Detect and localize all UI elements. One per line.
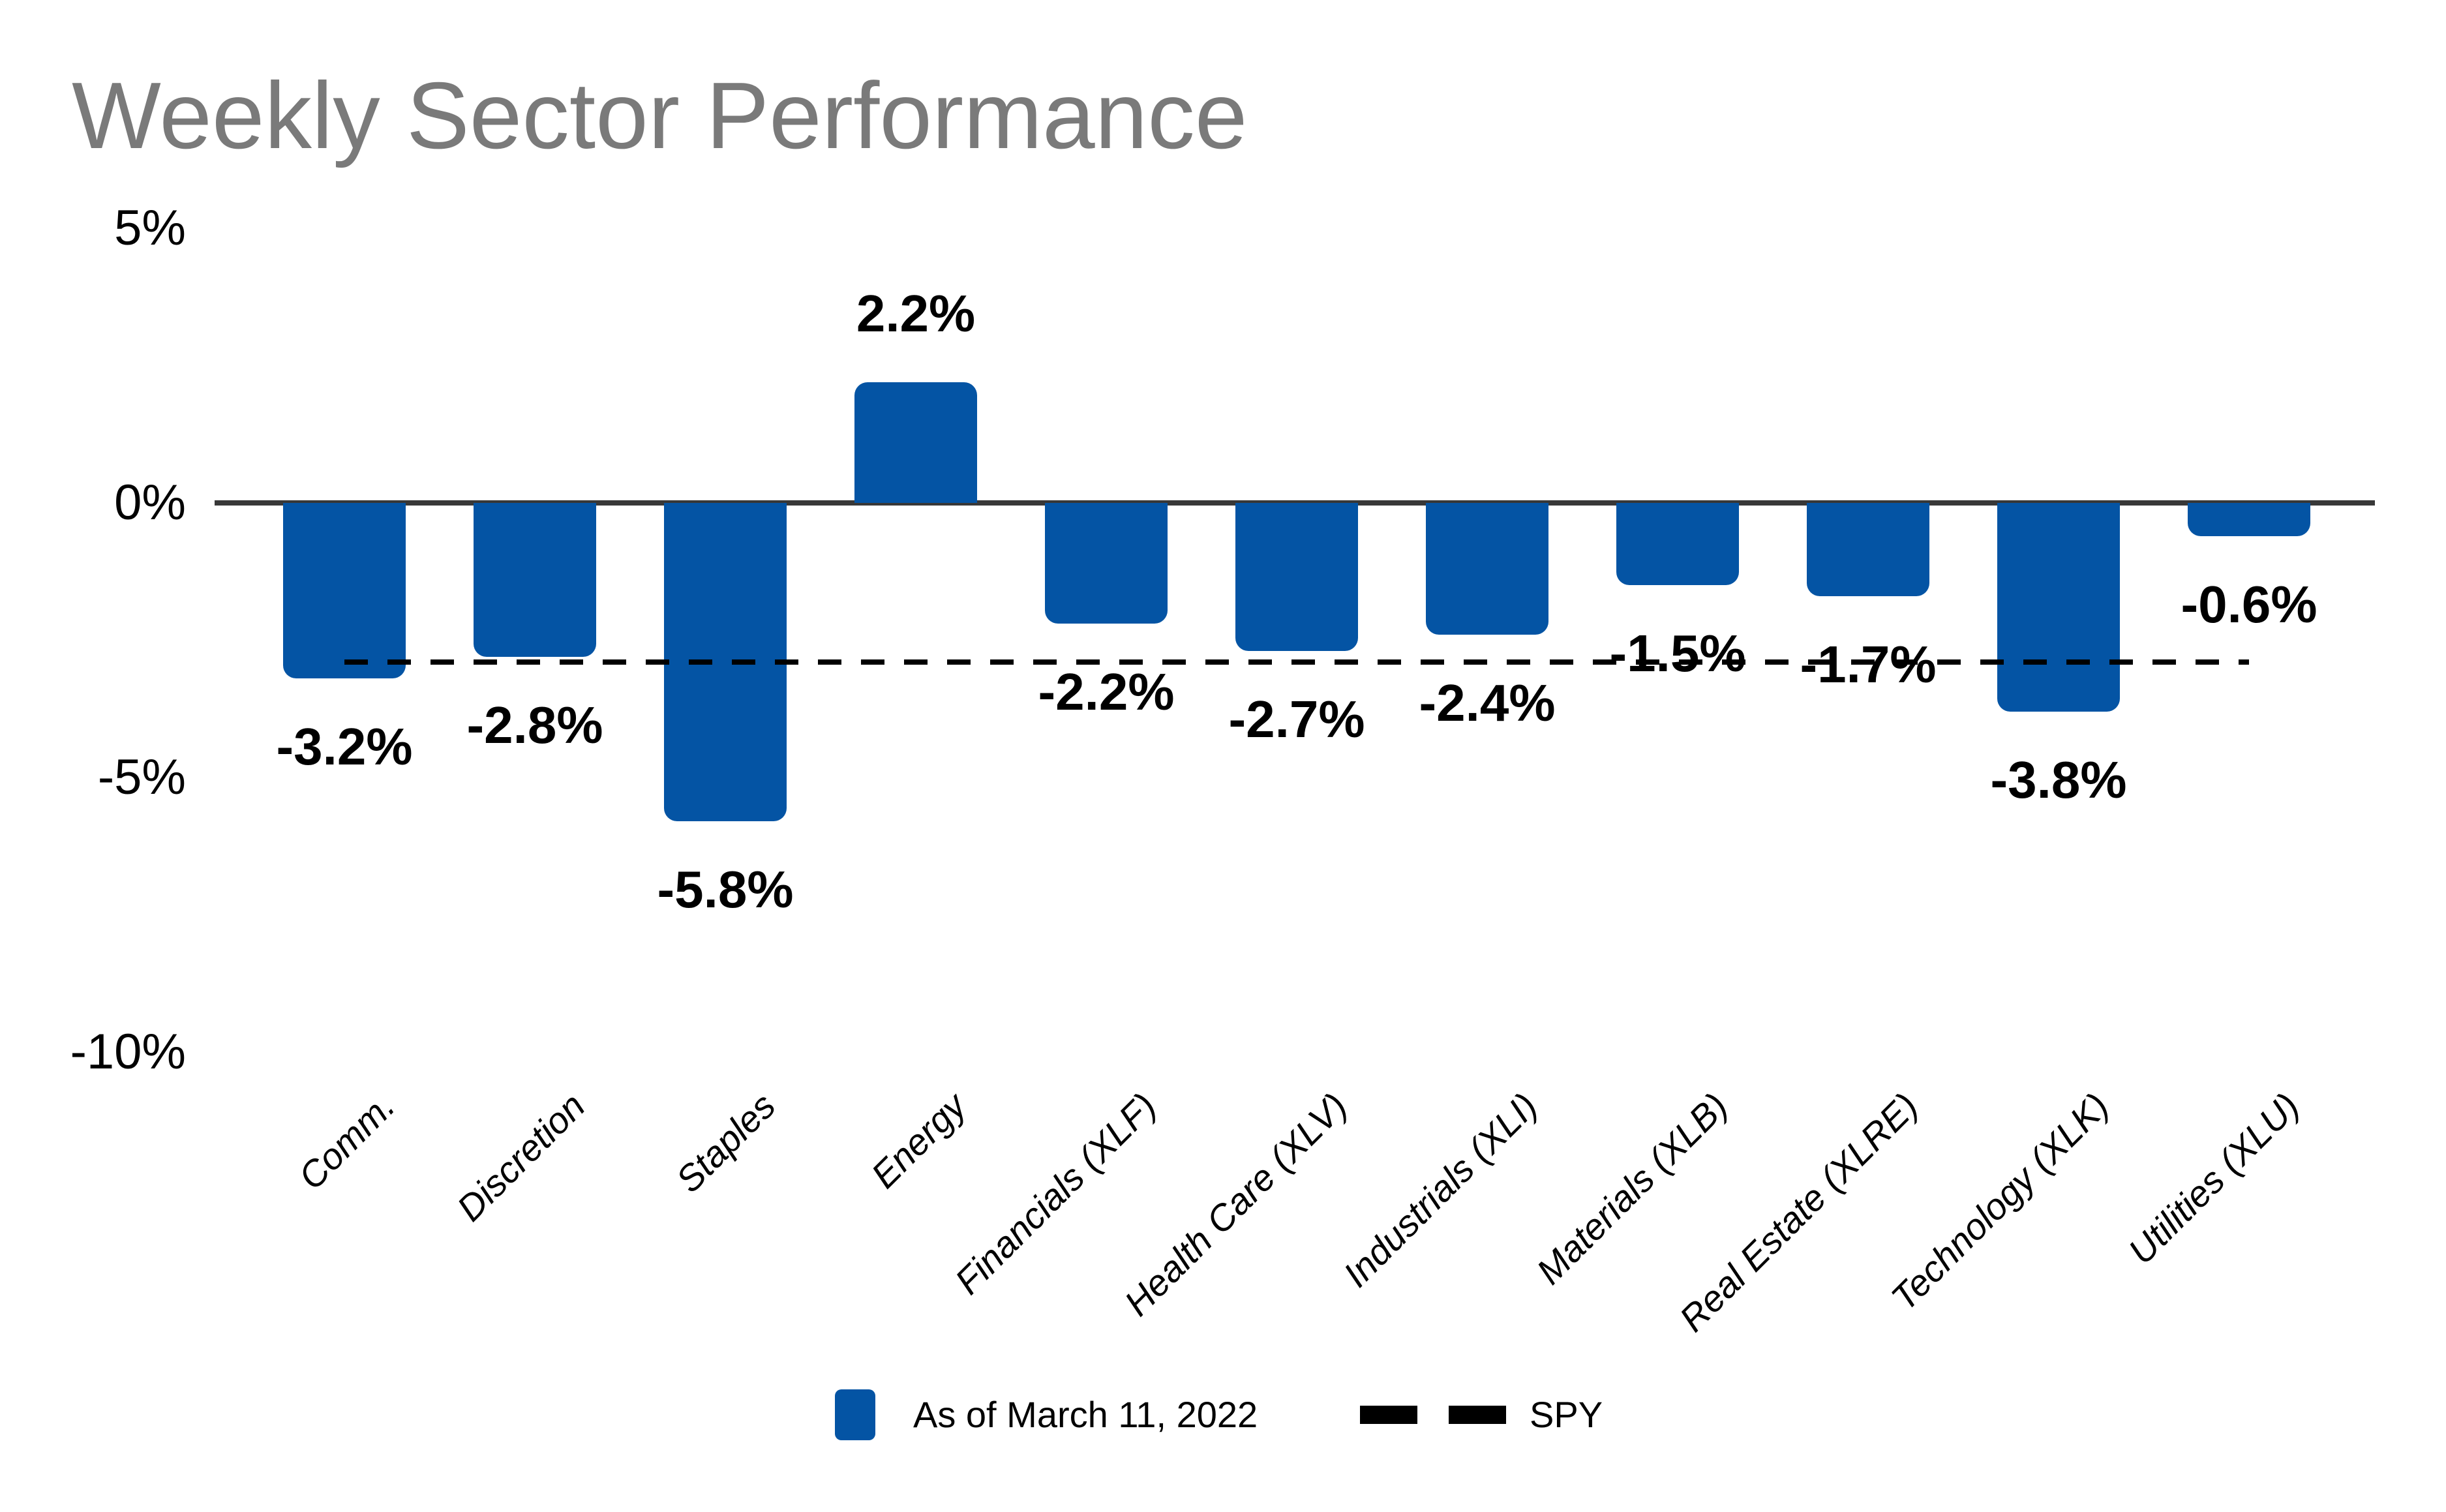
bar-comm — [283, 503, 406, 679]
bar-real-estate-xlre — [1807, 503, 1929, 597]
bar-value-label: -3.8% — [1990, 750, 2127, 809]
x-axis-label: Staples — [668, 1085, 783, 1200]
x-axis-label: Financials (XLF) — [947, 1085, 1164, 1303]
bar-technology-xlk — [1997, 503, 2120, 712]
bar-value-label: -0.6% — [2181, 575, 2318, 633]
x-axis-label: Discretion — [449, 1085, 593, 1229]
chart-title: Weekly Sector Performance — [72, 63, 1248, 168]
bar-value-label: -3.2% — [276, 718, 413, 776]
spy-dashed-line — [344, 659, 2249, 665]
legend-label-spy: SPY — [1530, 1394, 1603, 1435]
bar-value-label: -2.2% — [1038, 663, 1175, 721]
legend-bar-swatch-icon — [835, 1389, 875, 1440]
x-axis-label: Utilities (XLU) — [2120, 1085, 2307, 1272]
bar-value-label: 2.2% — [856, 284, 976, 342]
bar-discretion — [474, 503, 596, 657]
bar-value-label: -2.4% — [1419, 674, 1556, 733]
bar-value-label: -2.8% — [466, 695, 603, 754]
legend-dash-icon — [1449, 1406, 1506, 1424]
y-axis-tick-label: -10% — [70, 1024, 186, 1080]
legend-dash-icon — [1360, 1406, 1417, 1424]
y-axis-tick-label: 0% — [114, 475, 186, 530]
legend-label-as-of-date: As of March 11, 2022 — [913, 1394, 1258, 1435]
x-axis-label: Materials (XLB) — [1528, 1085, 1736, 1292]
x-axis-label: Industrials (XLI) — [1335, 1085, 1545, 1295]
bar-utilities-xlu — [2188, 503, 2310, 536]
y-axis-tick-label: -5% — [97, 749, 186, 805]
bar-industrials-xli — [1426, 503, 1548, 635]
bar-materials-xlb — [1616, 503, 1739, 586]
bar-value-label: -5.8% — [657, 860, 794, 919]
bar-financials-xlf — [1045, 503, 1168, 624]
bar-energy — [854, 382, 977, 503]
bar-health-care-xlv — [1235, 503, 1358, 652]
x-axis-label: Comm. — [290, 1085, 402, 1198]
bar-value-label: -1.5% — [1609, 624, 1746, 683]
bar-value-label: -2.7% — [1228, 690, 1365, 749]
y-axis-tick-label: 5% — [114, 200, 186, 256]
x-axis-label: Energy — [862, 1085, 974, 1196]
